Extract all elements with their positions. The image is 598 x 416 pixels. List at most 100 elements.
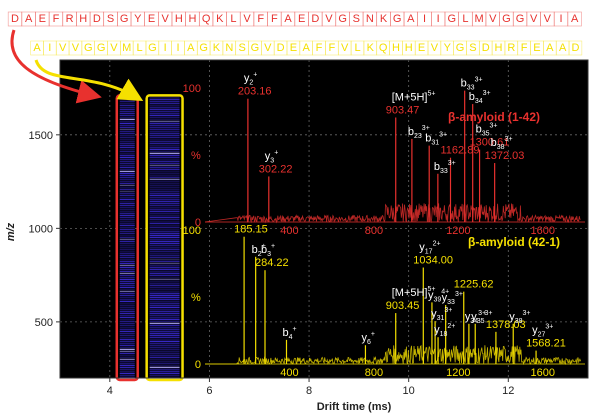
reverse-residue-letter: A [303,42,311,54]
forward-residue-letter: G [502,13,511,25]
peak-label: y333+ [442,291,463,306]
peak-label: y273+ [532,324,553,339]
reverse-residue-letter: K [213,42,221,54]
reverse-residue-letter: L [136,42,142,54]
forward-residue-letter: F [53,13,60,25]
peak-value: 284.22 [255,257,289,269]
mz-tick: 400 [280,225,298,237]
forward-arrow [10,29,102,104]
peak-label: b383+ [491,136,513,151]
x-tick-label: 12 [502,385,514,397]
forward-residue-letter: F [257,13,264,25]
forward-residue-letter: G [338,13,347,25]
reverse-residue-letter: I [48,42,51,54]
reverse-residue-letter: F [328,42,335,54]
x-tick-label: 6 [206,385,212,397]
reverse-residue-letter: H [495,42,503,54]
reverse-residue-letter: A [33,42,41,54]
peak-label: y394+ [428,288,449,303]
mz-tick: 1600 [531,225,555,237]
forward-residue-letter: V [243,13,251,25]
forward-residue-letter: K [380,13,388,25]
spectrum-title: β-amyloid (42-1) [468,235,560,249]
forward-residue-letter: H [79,13,87,25]
forward-residue-letter: A [571,13,579,25]
forward-residue-letter: F [271,13,278,25]
peak-value: 1568.21 [526,338,566,350]
peak-label: b333+ [461,77,483,92]
forward-residue-letter: V [325,13,333,25]
reverse-arrow [34,59,144,102]
forward-residue-letter: I [437,13,440,25]
reverse-residue-letter: Y [444,42,452,54]
peak-value: 1378.03 [486,319,526,331]
reverse-residue-letter: Q [379,42,388,54]
y-tick-label: 1500 [29,130,53,142]
forward-residue-letter: D [11,13,19,25]
forward-residue-letter: A [25,13,33,25]
reverse-residue-letter: A [187,42,195,54]
reverse-residue-letter: F [521,42,528,54]
reverse-residue-letter: E [290,42,297,54]
noise-trace [204,202,581,224]
percent-axis-label: % [191,150,201,162]
forward-residue-letter: I [559,13,562,25]
peak-label: b333+ [434,160,456,175]
reverse-residue-letter: I [164,42,167,54]
peak-label: y343+ [465,310,486,325]
reverse-residue-letter: H [392,42,400,54]
mz-tick: 800 [365,225,383,237]
forward-residue-letter: D [311,13,319,25]
reverse-residue-letter: S [469,42,476,54]
y-tick-label: 1000 [29,223,53,235]
reverse-residue-letter: G [456,42,465,54]
intensity-tick: 100 [183,225,201,237]
forward-residue-letter: Y [134,13,142,25]
spectrum-forward: y2+203.16 y3+302.22 [M+5H]5+903.47 b233+b31… [183,72,585,237]
forward-residue-letter: V [489,13,497,25]
peak-label: y172+ [419,241,440,256]
forward-residue-letter: G [120,13,129,25]
reverse-residue-letter: E [533,42,540,54]
forward-residue-letter: H [188,13,196,25]
peak-label: y383+ [509,310,530,325]
x-tick-label: 8 [306,385,312,397]
reverse-residue-letter: H [405,42,413,54]
intensity-tick: 0 [195,217,201,229]
peak-value: 1162.89 [440,145,479,157]
peak-label: b353+ [476,123,498,138]
peak-label: b3+ [261,243,275,258]
forward-residue-letter: V [544,13,552,25]
reverse-band-box [145,94,184,382]
sequence-arrows [10,29,144,104]
reverse-residue-letter: L [354,42,360,54]
reverse-residue-letter: F [316,42,323,54]
reverse-residue-letter: D [277,42,285,54]
reverse-residue-letter: G [251,42,260,54]
reverse-residue-letter: V [110,42,118,54]
peak-value: 203.16 [238,86,272,98]
forward-residue-letter: L [462,13,468,25]
reverse-residue-letter: G [84,42,93,54]
forward-residue-letter: R [66,13,74,25]
peak-label: y353+ [471,310,492,325]
reverse-residue-letter: V [341,42,349,54]
spectrum-reverse: 185.15 b2+b3+284.22 b4+ y6+ [M+5H]5+903.45 y1… [183,224,585,379]
reverse-residue-letter: V [264,42,272,54]
forward-residue-letter: N [366,13,374,25]
forward-residue-letter: A [407,13,415,25]
percent-axis-label: % [191,292,201,304]
heatmap-bands [115,94,184,382]
mz-tick: 1600 [531,367,555,379]
noise-trace [205,344,581,366]
peak-value: 185.15 [234,224,268,236]
mz-tick: 1200 [446,225,470,237]
reverse-residue-letter: S [238,42,245,54]
reverse-residue-letter: D [571,42,579,54]
y-axis-title: m/z [5,222,17,241]
peak-label: y6+ [361,331,375,346]
forward-residue-letter: I [423,13,426,25]
